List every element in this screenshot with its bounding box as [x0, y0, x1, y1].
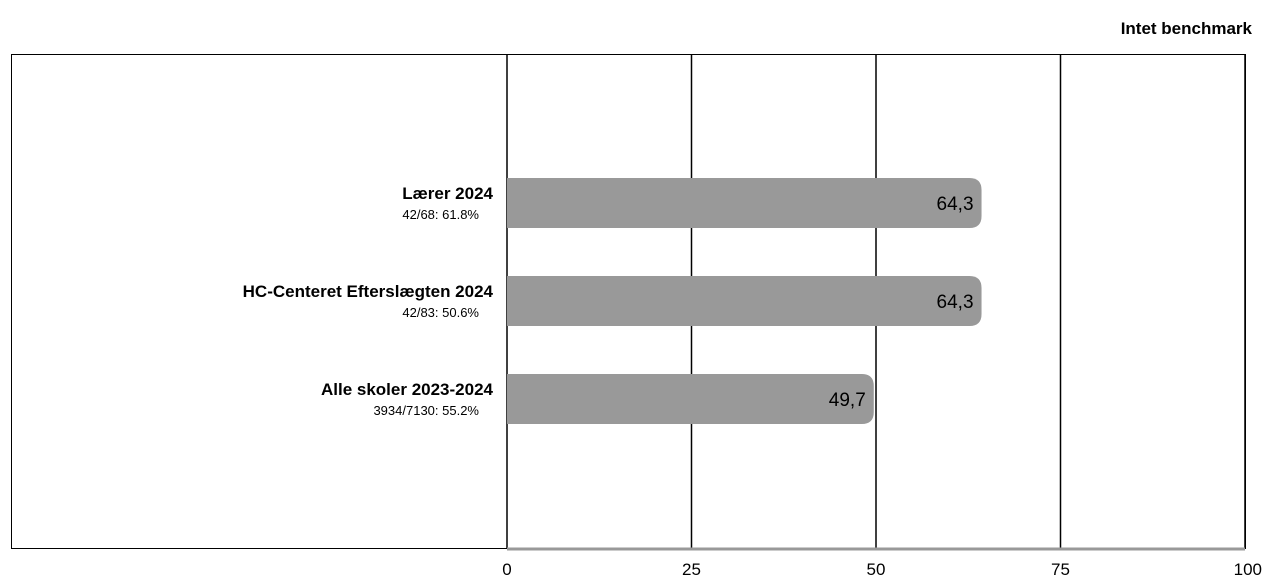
category-label: Alle skoler 2023-2024: [321, 380, 494, 399]
bar-value-label: 64,3: [937, 292, 974, 313]
bar-value-label: 49,7: [829, 390, 866, 411]
bar-value-label: 64,3: [937, 194, 974, 215]
benchmark-label: Intet benchmark: [1120, 19, 1252, 38]
x-tick-label: 100: [1234, 560, 1262, 579]
category-sublabel: 42/83: 50.6%: [402, 305, 479, 320]
category-label: HC-Centeret Efterslægten 2024: [243, 282, 494, 301]
bar: [507, 178, 982, 228]
x-tick-label: 0: [502, 560, 511, 579]
category-labels: Lærer 2024 42/68: 61.8% HC-Centeret Efters…: [243, 184, 494, 418]
x-tick-label: 50: [867, 560, 886, 579]
category-sublabel: 42/68: 61.8%: [402, 207, 479, 222]
x-tick-label: 25: [682, 560, 701, 579]
bar: [507, 276, 982, 326]
bars: 64,3 64,3 49,7: [507, 178, 982, 424]
category-label: Lærer 2024: [402, 184, 493, 203]
bar: [507, 374, 874, 424]
x-axis-ticks: 0 25 50 75 100: [502, 560, 1262, 579]
category-sublabel: 3934/7130: 55.2%: [373, 403, 479, 418]
x-tick-label: 75: [1051, 560, 1070, 579]
